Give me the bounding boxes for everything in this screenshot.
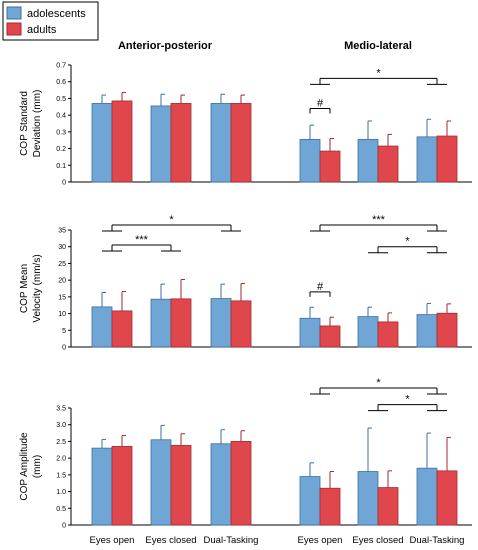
bar-adults — [319, 325, 341, 348]
bar-adults — [230, 103, 252, 183]
bar-adults — [377, 487, 399, 526]
y-axis-label: Velocity (mm/s) — [32, 254, 43, 322]
bar-adults — [230, 441, 252, 526]
significance-label: * — [169, 214, 174, 226]
bar-adults — [436, 312, 458, 348]
section-title-anterior-posterior: Anterior-posterior — [118, 40, 213, 52]
bar-adolescents — [416, 136, 438, 183]
y-tick-label: 2.5 — [56, 439, 66, 446]
legend-swatch-adults — [6, 22, 22, 36]
category-label: Eyes closed — [145, 535, 196, 546]
y-tick-label: 0.4 — [56, 113, 66, 120]
bar-adolescents — [416, 314, 438, 348]
y-tick-label: 25 — [58, 261, 66, 268]
category-label: Eyes closed — [352, 535, 403, 546]
bar-adolescents — [299, 138, 321, 183]
significance-label: * — [376, 377, 381, 389]
bar-adolescents — [357, 138, 379, 183]
y-tick-label: 1.0 — [56, 489, 66, 496]
bar-adolescents — [210, 298, 232, 348]
bar-adolescents — [150, 439, 172, 526]
category-label: Dual-Tasking — [204, 535, 259, 546]
bar-adolescents — [150, 105, 172, 183]
y-axis-label: COP Mean — [19, 264, 30, 313]
legend-swatch-adolescents — [6, 6, 22, 20]
bar-adults — [377, 145, 399, 183]
y-tick-label: 0 — [62, 345, 66, 352]
y-tick-label: 0 — [62, 180, 66, 187]
bar-adults — [319, 487, 341, 526]
category-label: Eyes open — [90, 535, 135, 546]
bar-adults — [170, 298, 192, 348]
y-tick-label: 0.5 — [56, 96, 66, 103]
bar-adolescents — [91, 306, 113, 348]
y-tick-label: 0 — [62, 523, 66, 530]
y-tick-label: 5 — [62, 328, 66, 335]
bar-adolescents — [150, 298, 172, 348]
y-axis-label: COP Amplitude — [19, 432, 30, 501]
bar-adults — [111, 446, 133, 526]
y-tick-label: 0.5 — [56, 506, 66, 513]
bar-adults — [170, 445, 192, 526]
y-tick-label: 0.7 — [56, 63, 66, 70]
bar-adults — [319, 150, 341, 183]
y-tick-label: 35 — [58, 228, 66, 235]
y-tick-label: 10 — [58, 311, 66, 318]
y-tick-label: 15 — [58, 294, 66, 301]
significance-label: * — [405, 394, 410, 406]
bar-adolescents — [416, 467, 438, 526]
bar-adolescents — [299, 317, 321, 348]
bar-adults — [436, 135, 458, 183]
y-axis-label: COP Standard — [19, 91, 30, 156]
bar-adults — [111, 100, 133, 183]
bar-adolescents — [91, 447, 113, 526]
y-tick-label: 3.0 — [56, 422, 66, 429]
bar-adults — [230, 300, 252, 348]
y-tick-label: 3.5 — [56, 406, 66, 413]
legend-label-adolescents: adolescents — [27, 8, 86, 20]
significance-label: *** — [372, 214, 386, 226]
y-tick-label: 20 — [58, 278, 66, 285]
significance-label: # — [317, 97, 324, 109]
bar-adolescents — [91, 103, 113, 183]
y-tick-label: 0.6 — [56, 79, 66, 86]
significance-label: * — [376, 67, 381, 79]
bar-adults — [436, 470, 458, 526]
bar-adolescents — [210, 103, 232, 183]
significance-label: * — [405, 236, 410, 248]
y-tick-label: 1.5 — [56, 472, 66, 479]
bar-adolescents — [299, 476, 321, 526]
legend: adolescents adults — [2, 1, 99, 41]
y-tick-label: 0.1 — [56, 163, 66, 170]
y-axis-label: (mm) — [32, 455, 43, 478]
bar-adolescents — [357, 316, 379, 348]
significance-label: *** — [135, 234, 149, 246]
y-tick-label: 30 — [58, 244, 66, 251]
legend-label-adults: adults — [27, 24, 57, 36]
bar-adults — [170, 103, 192, 183]
panel-cop-amplitude: 0 0.5 1.0 1.5 2.0 2.5 3.0 3.5 COP Amplitude (mm) *… — [19, 377, 472, 546]
bar-adults — [111, 310, 133, 348]
y-tick-label: 2.0 — [56, 456, 66, 463]
significance-label: # — [317, 281, 324, 293]
bar-adults — [377, 321, 399, 348]
bar-adolescents — [210, 443, 232, 526]
bar-adolescents — [357, 471, 379, 526]
y-axis-label: Deviation (mm) — [32, 90, 43, 158]
panel-cop-standard-deviation: 0 0.1 0.2 0.3 0.4 0.5 0.6 0.7 COP Standard Deviat… — [19, 63, 472, 187]
section-title-medio-lateral: Medio-lateral — [344, 40, 412, 52]
category-label: Dual-Tasking — [410, 535, 465, 546]
y-tick-label: 0.2 — [56, 146, 66, 153]
category-label: Eyes open — [298, 535, 343, 546]
y-tick-label: 0.3 — [56, 129, 66, 136]
